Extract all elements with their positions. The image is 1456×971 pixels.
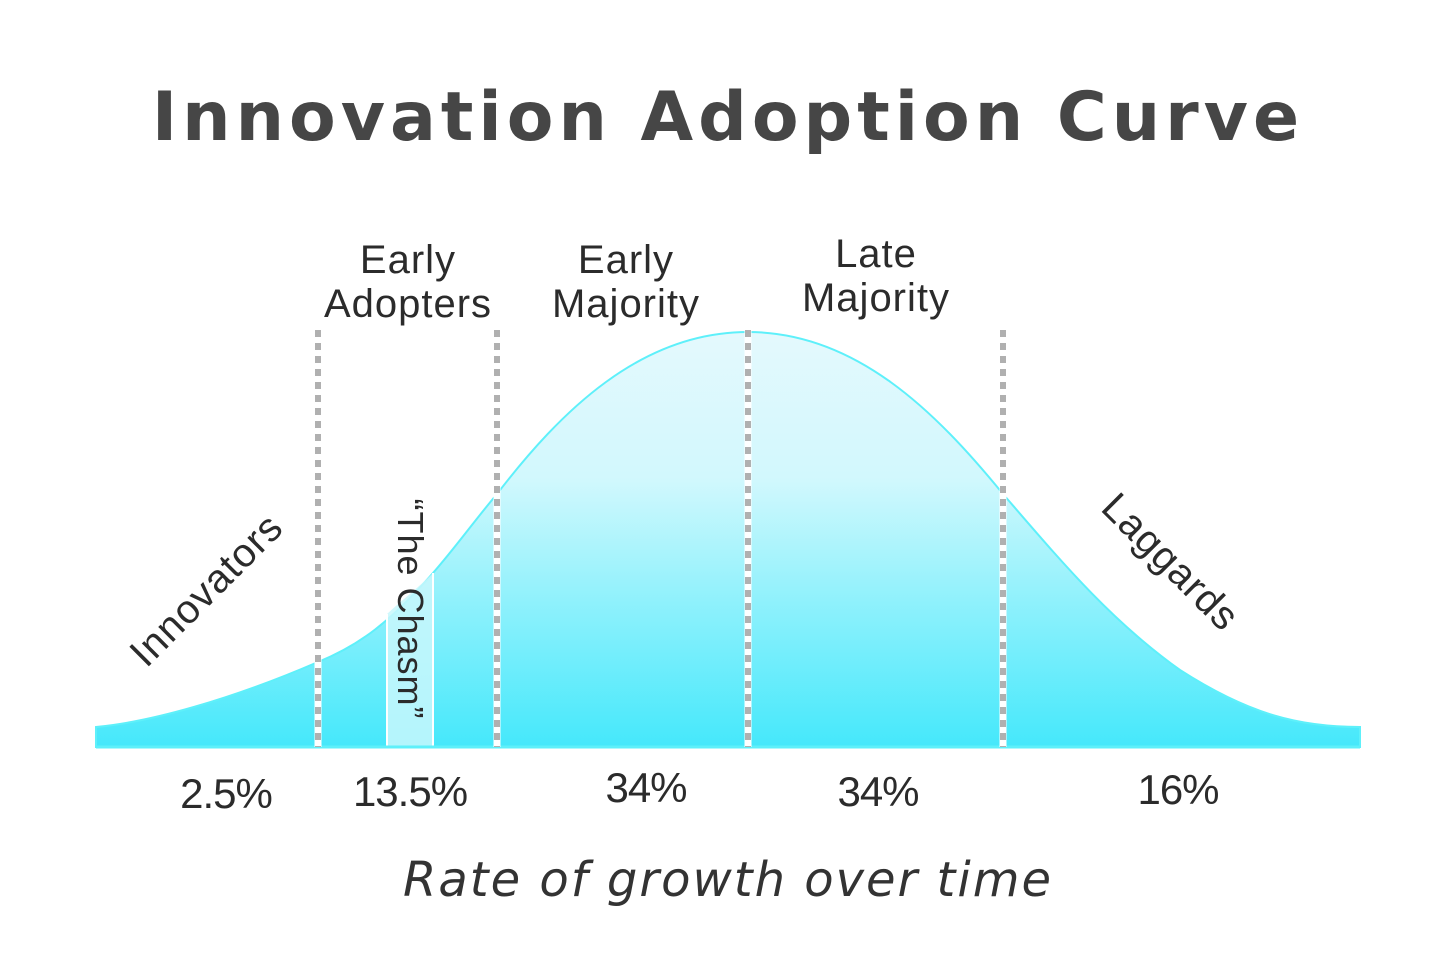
percent-innovators: 2.5%	[180, 770, 273, 817]
percent-early-majority: 34%	[605, 764, 687, 811]
late-majority-line1: Late	[835, 232, 917, 276]
percent-late-majority: 34%	[837, 768, 919, 815]
late-majority-line2: Majority	[801, 276, 951, 320]
segment-label-early-majority: Early Majority	[526, 238, 726, 326]
percent-early-adopters: 13.5%	[352, 768, 468, 815]
early-adopters-line1: Early	[359, 238, 457, 282]
chasm-band	[387, 573, 433, 747]
early-majority-line2: Majority	[551, 282, 701, 326]
segment-label-late-majority: Late Majority	[776, 232, 976, 320]
chasm-label: “The Chasm”	[390, 498, 431, 720]
segment-dividers	[314, 330, 1007, 747]
segment-label-early-adopters: Early Adopters	[308, 238, 508, 326]
early-majority-line1: Early	[577, 238, 675, 282]
early-adopters-line2: Adopters	[323, 282, 493, 326]
percent-laggards: 16%	[1137, 766, 1219, 813]
page-title: Innovation Adoption Curve	[151, 78, 1305, 157]
x-axis-label: Rate of growth over time	[403, 852, 1053, 908]
